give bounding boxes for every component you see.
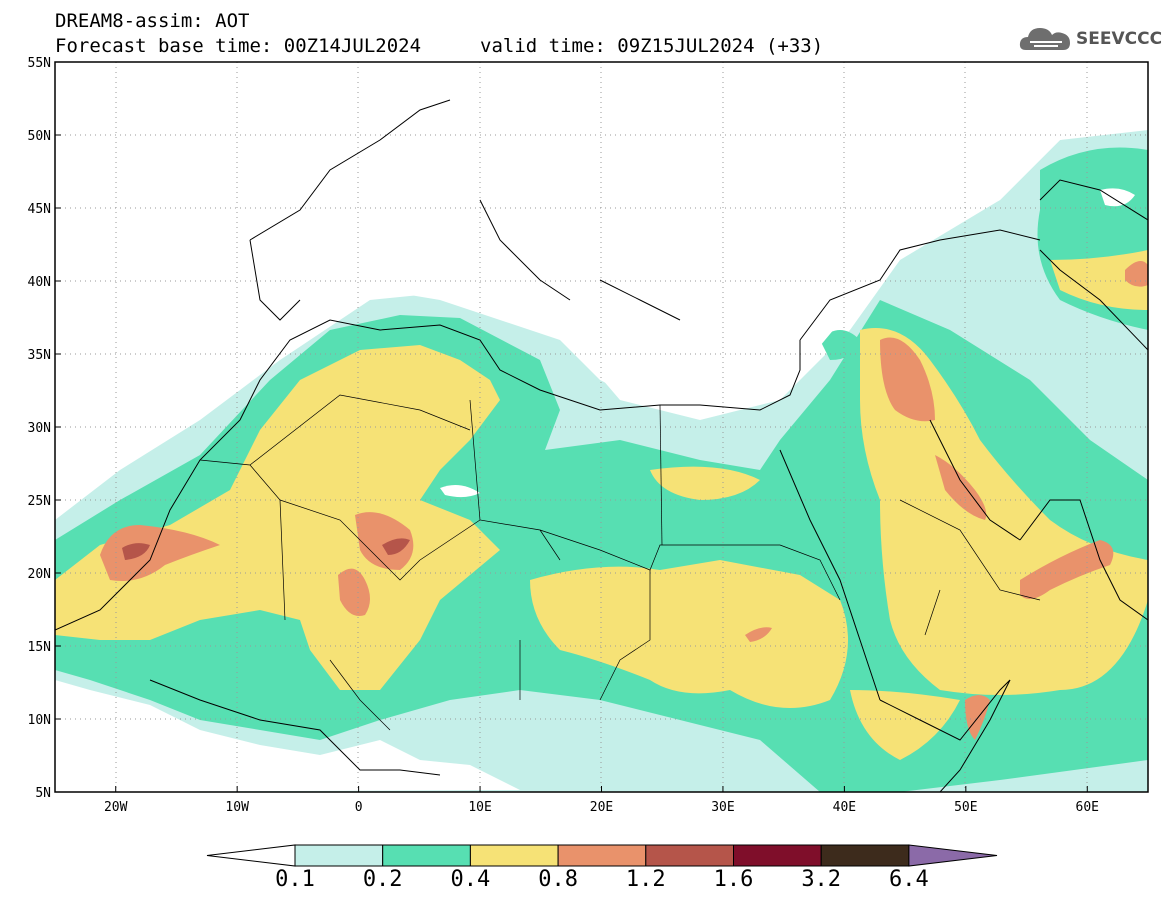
- colorbar-level-label: 1.2: [625, 867, 666, 892]
- colorbar-level-label: 0.1: [275, 867, 315, 892]
- lat-tick-label: 20N: [28, 567, 51, 582]
- lon-tick-label: 20W: [104, 800, 128, 815]
- lon-tick-label: 60E: [1076, 800, 1099, 815]
- coastlines: [55, 99, 1148, 792]
- colorbar-segment: [733, 844, 822, 867]
- lon-tick-label: 0: [355, 800, 363, 815]
- colorbar-segment: [294, 844, 384, 867]
- colorbar-low-arrow: [206, 844, 296, 867]
- lon-tick-label: 50E: [954, 800, 977, 815]
- lon-tick-label: 10W: [225, 800, 249, 815]
- lat-tick-label: 30N: [28, 421, 51, 436]
- seevccc-logo: SEEVCCC: [1018, 24, 1162, 56]
- lat-tick-label: 45N: [28, 202, 51, 217]
- colorbar-level-label: 0.2: [362, 867, 403, 892]
- colorbar-segment: [645, 844, 734, 867]
- country-borders: [199, 394, 1041, 731]
- valid-time: valid time: 09Z15JUL2024 (+33): [480, 35, 824, 57]
- colorbar-level-label: 1.6: [713, 867, 754, 892]
- colorbar-level-label: 0.8: [538, 867, 578, 892]
- lat-tick-label: 40N: [28, 275, 51, 290]
- colorbar: [206, 844, 998, 867]
- colorbar-segment: [382, 844, 471, 867]
- colorbar-high-arrow: [908, 844, 998, 867]
- latitude-axis: 55N 50N 45N 40N 35N 30N 25N 20N 15N 10N 5N: [28, 56, 61, 801]
- lon-tick-label: 10E: [468, 800, 491, 815]
- aot-clear-patches: [55, 62, 1148, 792]
- lat-tick-label: 15N: [28, 640, 51, 655]
- logo-text: SEEVCCC: [1076, 29, 1163, 49]
- lat-tick-label: 50N: [28, 129, 51, 144]
- colorbar-level-label: 3.2: [801, 867, 842, 892]
- longitude-axis: 20W 10W 0 10E 20E 30E 40E 50E 60E: [104, 786, 1099, 815]
- colorbar-level-label: 6.4: [889, 867, 929, 892]
- colorbar-segment: [469, 844, 559, 867]
- lat-tick-label: 10N: [28, 713, 51, 728]
- lat-tick-label: 5N: [35, 786, 51, 801]
- lat-tick-label: 35N: [28, 348, 51, 363]
- aot-band-1.2-1.6: [122, 538, 410, 560]
- aot-fields: [55, 62, 1148, 792]
- lon-tick-label: 40E: [833, 800, 856, 815]
- colorbar-level-label: 0.4: [450, 867, 491, 892]
- colorbar-segment: [557, 844, 647, 867]
- colorbar-segment: [820, 844, 910, 867]
- cloud-icon: [1019, 28, 1070, 50]
- lon-tick-label: 20E: [590, 800, 613, 815]
- graticule: [55, 62, 1148, 792]
- lon-tick-label: 30E: [711, 800, 734, 815]
- lat-tick-label: 55N: [28, 56, 51, 71]
- forecast-base-time: Forecast base time: 00Z14JUL2024: [55, 35, 422, 57]
- lat-tick-label: 25N: [28, 494, 51, 509]
- map-title: DREAM8-assim: AOT: [55, 10, 250, 32]
